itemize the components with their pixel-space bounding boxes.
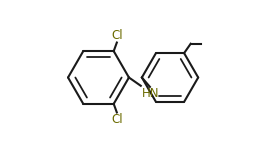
Text: HN: HN <box>142 86 159 100</box>
Text: Cl: Cl <box>111 113 123 126</box>
Text: Cl: Cl <box>111 29 123 42</box>
